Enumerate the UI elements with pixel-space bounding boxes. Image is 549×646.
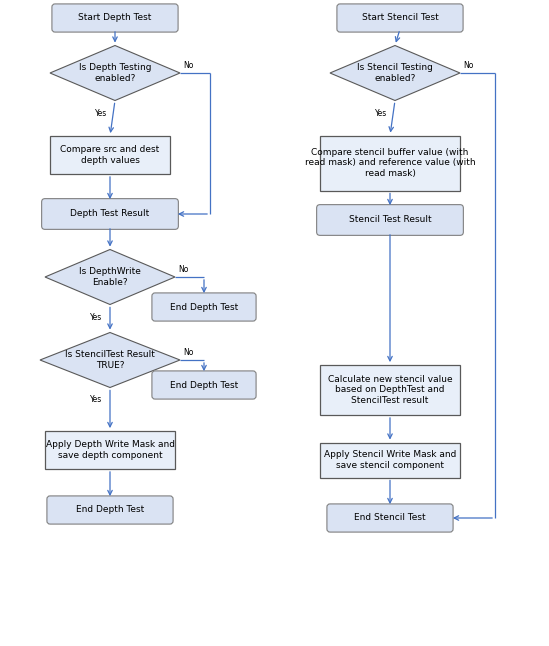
Text: Start Depth Test: Start Depth Test — [79, 14, 152, 23]
Polygon shape — [45, 249, 175, 304]
Text: Is DepthWrite
Enable?: Is DepthWrite Enable? — [79, 267, 141, 287]
Text: Depth Test Result: Depth Test Result — [70, 209, 150, 218]
Bar — [320, 365, 460, 415]
Text: Is StencilTest Result
TRUE?: Is StencilTest Result TRUE? — [65, 350, 155, 370]
Text: Yes: Yes — [375, 109, 387, 118]
Text: No: No — [183, 348, 193, 357]
Text: No: No — [178, 265, 188, 274]
Text: End Depth Test: End Depth Test — [76, 506, 144, 514]
Text: Is Stencil Testing
enabled?: Is Stencil Testing enabled? — [357, 63, 433, 83]
Bar — [320, 443, 460, 477]
Text: End Depth Test: End Depth Test — [170, 302, 238, 311]
FancyBboxPatch shape — [152, 293, 256, 321]
FancyBboxPatch shape — [42, 198, 178, 229]
FancyBboxPatch shape — [327, 504, 453, 532]
Text: Yes: Yes — [95, 109, 107, 118]
Bar — [320, 136, 460, 191]
Text: Calculate new stencil value
based on DepthTest and
StencilTest result: Calculate new stencil value based on Dep… — [328, 375, 452, 405]
Text: Apply Depth Write Mask and
save depth component: Apply Depth Write Mask and save depth co… — [46, 441, 175, 460]
Polygon shape — [330, 45, 460, 101]
Text: Stencil Test Result: Stencil Test Result — [349, 216, 432, 225]
Text: End Stencil Test: End Stencil Test — [354, 514, 426, 523]
FancyBboxPatch shape — [317, 205, 463, 235]
Text: No: No — [463, 61, 473, 70]
Text: Compare src and dest
depth values: Compare src and dest depth values — [60, 145, 160, 165]
FancyBboxPatch shape — [52, 4, 178, 32]
Text: Start Stencil Test: Start Stencil Test — [362, 14, 438, 23]
Polygon shape — [40, 333, 180, 388]
Polygon shape — [50, 45, 180, 101]
Text: Compare stencil buffer value (with
read mask) and reference value (with
read mas: Compare stencil buffer value (with read … — [305, 148, 475, 178]
FancyBboxPatch shape — [152, 371, 256, 399]
Text: Is Depth Testing
enabled?: Is Depth Testing enabled? — [79, 63, 152, 83]
Text: Yes: Yes — [89, 313, 102, 322]
FancyBboxPatch shape — [337, 4, 463, 32]
Bar — [50, 136, 170, 174]
Text: Yes: Yes — [89, 395, 102, 404]
Text: End Depth Test: End Depth Test — [170, 380, 238, 390]
Text: Apply Stencil Write Mask and
save stencil component: Apply Stencil Write Mask and save stenci… — [324, 450, 456, 470]
Bar — [45, 431, 175, 469]
Text: No: No — [183, 61, 193, 70]
FancyBboxPatch shape — [47, 496, 173, 524]
